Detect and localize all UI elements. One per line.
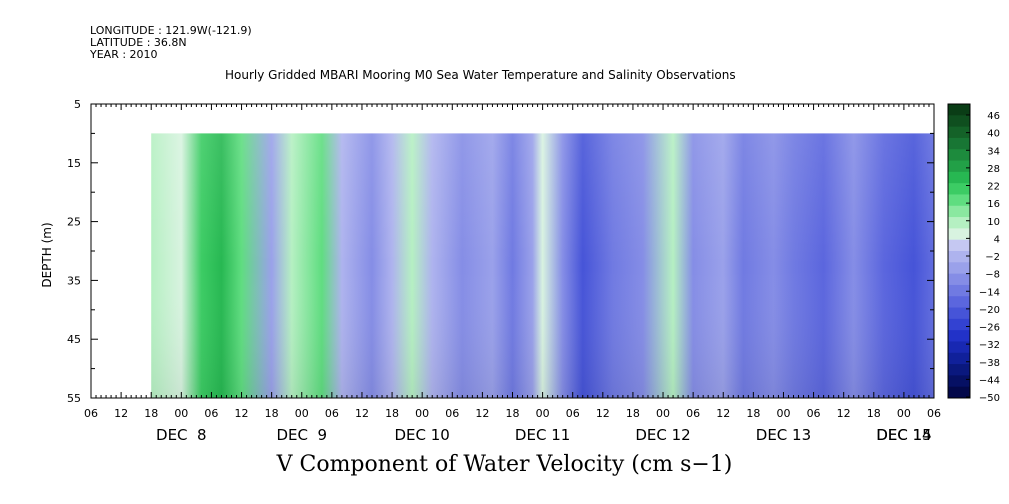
colorbar-label: 10 [987,217,1000,228]
y-tick-label: 15 [67,157,81,170]
colorbar-swatch [948,171,970,184]
colorbar-label: 40 [987,129,1000,140]
x-hour-label: 12 [837,407,851,420]
x-hour-label: 18 [746,407,760,420]
colorbar-swatch [948,352,970,365]
colorbar-swatch [948,296,970,309]
colorbar-swatch [948,205,970,218]
x-hour-label: 00 [656,407,670,420]
colorbar-label: −20 [979,305,1000,316]
x-hour-label: 06 [807,407,821,420]
chart-title: Hourly Gridded MBARI Mooring M0 Sea Wate… [225,68,736,82]
colorbar-label: −8 [985,270,1000,281]
y-tick-label: 5 [74,98,81,111]
colorbar-swatch [948,104,970,116]
longitude-label: LONGITUDE : 121.9W(-121.9) [90,24,252,37]
colorbar-frame [947,103,971,399]
x-date-label: DEC 10 [394,426,449,444]
colorbar-swatch [948,115,970,128]
x-date-label: DEC 14 [876,426,931,444]
x-hour-label: 06 [325,407,339,420]
colorbar-swatch [948,284,970,297]
colorbar-swatch [948,149,970,162]
colorbar-swatch [948,251,970,263]
colorbar-swatch [948,307,970,320]
y-tick-label: 25 [67,216,81,229]
colorbar-swatch [948,239,970,252]
x-hour-label: 00 [415,407,429,420]
colorbar-label: −2 [985,252,1000,263]
colorbar-label: 34 [987,146,1000,157]
x-hour-label: 18 [385,407,399,420]
colorbar-swatch [948,375,970,388]
colorbar-label: −44 [979,375,1000,386]
x-date-label: DEC 8 [156,426,207,444]
colorbar-swatch [948,160,970,173]
colorbar-label: −26 [979,323,1000,334]
x-hour-label: 12 [114,407,128,420]
x-hour-label: 18 [265,407,279,420]
x-hour-label: 18 [144,407,158,420]
colorbar-label: 16 [987,199,1000,210]
x-hour-label: 18 [626,407,640,420]
x-hour-label: 12 [355,407,369,420]
colorbar-swatch [948,137,970,150]
x-hour-label: 06 [445,407,459,420]
x-hour-label: 06 [927,407,941,420]
x-hour-label: 12 [475,407,489,420]
x-hour-label: 00 [536,407,550,420]
x-hour-label: 00 [776,407,790,420]
colorbar-swatch [948,318,970,331]
colorbar-swatch [948,262,970,275]
x-hour-label: 06 [686,407,700,420]
x-date-label: DEC 15 [876,426,931,444]
colorbar-swatch [948,364,970,376]
depth-shading [151,133,934,398]
x-hour-label: 18 [506,407,520,420]
colorbar-label: 46 [987,111,1000,122]
x-hour-label: 00 [174,407,188,420]
colorbar-swatch [948,341,970,354]
variable-label: V Component of Water Velocity (cm s−1) [276,452,733,477]
y-tick-label: 35 [67,274,81,287]
year-label: YEAR : 2010 [90,48,158,61]
colorbar-swatch [948,183,970,195]
x-hour-label: 06 [84,407,98,420]
latitude-label: LATITUDE : 36.8N [90,36,187,49]
x-hour-label: 12 [716,407,730,420]
colorbar-label: −14 [979,287,1000,298]
colorbar-swatch [948,330,970,342]
x-hour-label: 06 [204,407,218,420]
x-hour-label: 06 [566,407,580,420]
colorbar-swatch [948,273,970,286]
colorbar-swatch [948,228,970,241]
colorbar-swatch [948,217,970,229]
x-date-label: DEC 12 [635,426,690,444]
colorbar-swatch [948,194,970,207]
y-tick-label: 45 [67,333,81,346]
colorbar-label: 22 [987,182,1000,193]
x-date-label: DEC 13 [756,426,811,444]
colorbar-label: −50 [979,393,1000,404]
x-hour-label: 00 [295,407,309,420]
colorbar-label: 28 [987,164,1000,175]
y-tick-label: 55 [67,392,81,405]
x-date-label: DEC 9 [276,426,327,444]
colorbar-label: 4 [994,234,1000,245]
x-hour-label: 00 [897,407,911,420]
x-hour-label: 12 [235,407,249,420]
colorbar-swatch [948,126,970,139]
x-date-label: DEC 11 [515,426,570,444]
x-hour-label: 12 [596,407,610,420]
x-hour-label: 18 [867,407,881,420]
colorbar-label: −32 [979,340,1000,351]
colorbar-label: −38 [979,358,1000,369]
colorbar-swatch [948,386,970,399]
